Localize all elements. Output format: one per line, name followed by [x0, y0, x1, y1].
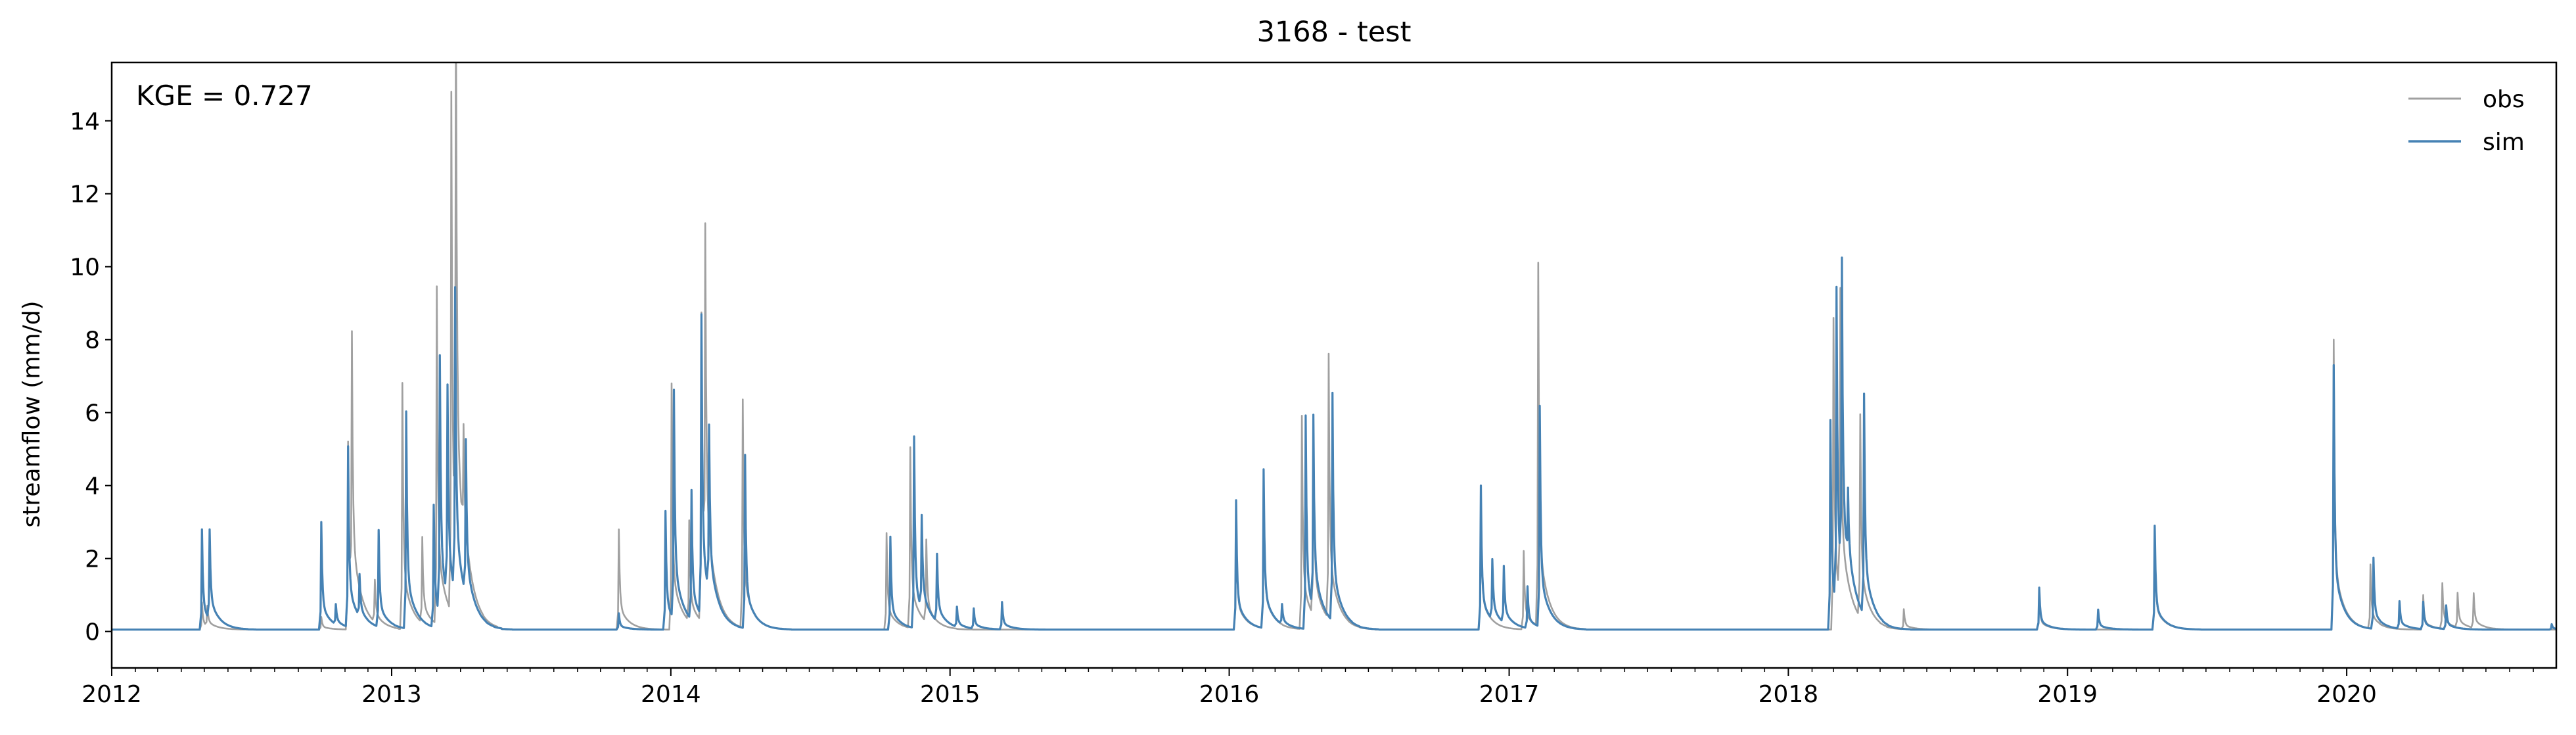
- y-tick-label: 0: [85, 619, 100, 646]
- legend: obs sim: [2408, 86, 2525, 156]
- series-layer: [112, 62, 2556, 631]
- x-tick-label: 2013: [361, 681, 422, 708]
- y-tick-label: 14: [70, 108, 100, 135]
- y-tick-label: 2: [85, 546, 100, 573]
- x-tick-label: 2012: [81, 681, 142, 708]
- y-tick-label: 10: [70, 254, 100, 281]
- plot-frame: [110, 61, 2558, 669]
- x-tick-label: 2017: [1479, 681, 1540, 708]
- y-axis-label: streamflow (mm/d): [18, 301, 45, 528]
- x-tick-label: 2014: [641, 681, 701, 708]
- y-tick-label: 4: [85, 473, 100, 500]
- legend-label-obs: obs: [2483, 86, 2525, 113]
- x-tick-label: 2019: [2037, 681, 2098, 708]
- chart-title: 3168 - test: [1257, 16, 1412, 49]
- y-tick-label: 12: [70, 181, 100, 208]
- plot-area: 0 2 4 6 8 10 12 14 2012 2013 2014 2015 2016 2017 2018…: [70, 61, 2558, 708]
- x-tick-label: 2015: [920, 681, 980, 708]
- kge-annotation: KGE = 0.727: [136, 80, 313, 112]
- legend-label-sim: sim: [2483, 129, 2525, 156]
- x-tick-label: 2016: [1199, 681, 1260, 708]
- series-line-sim: [112, 256, 2556, 631]
- x-tick-label: 2020: [2316, 681, 2377, 708]
- y-tick-label: 8: [85, 327, 100, 354]
- y-tick-label: 6: [85, 400, 100, 427]
- y-axis: 0 2 4 6 8 10 12 14: [70, 108, 112, 646]
- x-tick-label: 2018: [1759, 681, 1819, 708]
- x-axis: 2012 2013 2014 2015 2016 2017 2018 2019 2020: [81, 668, 2534, 708]
